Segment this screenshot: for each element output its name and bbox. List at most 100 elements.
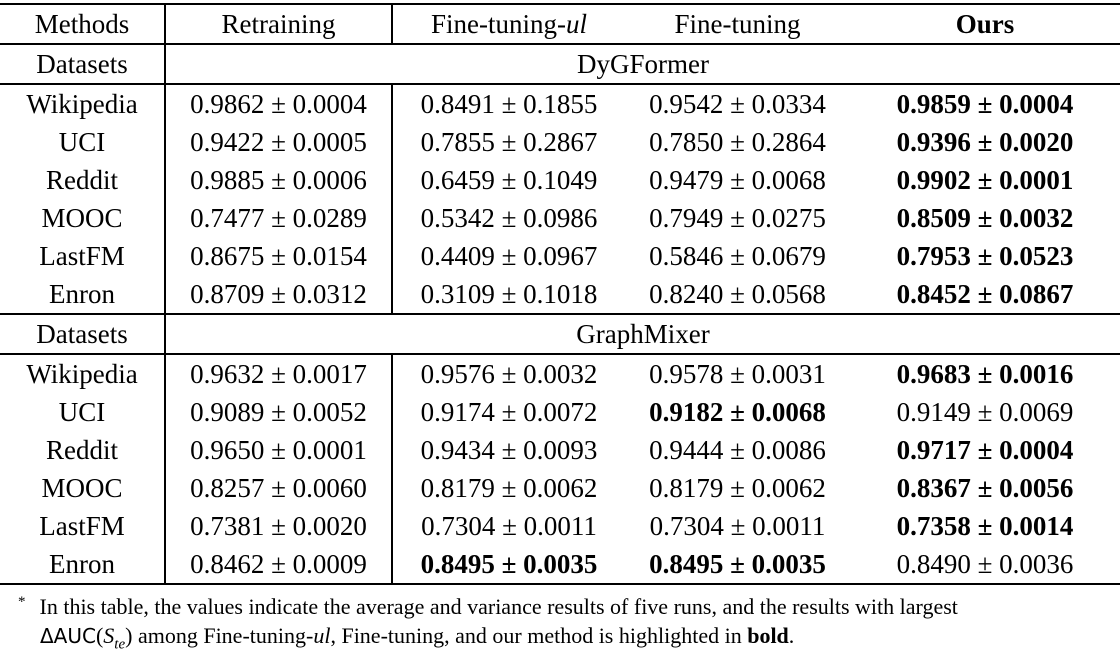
result-cell: 0.7953 ± 0.0523 xyxy=(896,241,1074,271)
result-cell: 0.6459 ± 0.1049 xyxy=(420,165,598,195)
result-cell: 0.9444 ± 0.0086 xyxy=(649,435,826,465)
table-row: Reddit 0.9885 ± 0.0006 0.6459 ± 0.1049 0.94… xyxy=(0,161,1120,199)
result-cell: 0.3109 ± 0.1018 xyxy=(420,279,598,309)
footnote-text-2a: among Fine-tuning- xyxy=(132,623,314,648)
delta-auc-symbol: ΔAUC xyxy=(40,624,96,648)
s-subscript: te xyxy=(114,636,126,653)
result-cell: 0.9859 ± 0.0004 xyxy=(896,89,1074,119)
s-variable: S xyxy=(103,623,115,648)
model-name-graphmixer: GraphMixer xyxy=(165,313,1120,355)
table-row: Wikipedia 0.9632 ± 0.0017 0.9576 ± 0.0032 0… xyxy=(0,354,1120,393)
result-cell: 0.9174 ± 0.0072 xyxy=(420,397,598,427)
result-cell: 0.8179 ± 0.0062 xyxy=(649,473,826,503)
result-cell: 0.9650 ± 0.0001 xyxy=(165,431,393,469)
section-header-row-graphmixer: Datasets GraphMixer xyxy=(0,313,1120,355)
dataset-name: Reddit xyxy=(0,431,166,469)
result-cell: 0.8179 ± 0.0062 xyxy=(420,473,598,503)
result-cell: 0.9396 ± 0.0020 xyxy=(896,127,1074,157)
table-row: Wikipedia 0.9862 ± 0.0004 0.8491 ± 0.1855 0… xyxy=(0,84,1120,123)
dataset-name: LastFM xyxy=(0,237,166,275)
graphmixer-rows: Wikipedia 0.9632 ± 0.0017 0.9576 ± 0.0032 0… xyxy=(0,354,1120,584)
result-cell: 0.8675 ± 0.0154 xyxy=(165,237,393,275)
dataset-name: Reddit xyxy=(0,161,166,199)
result-cell: 0.8495 ± 0.0035 xyxy=(649,549,826,579)
header-row: Methods Retraining Fine-tuning-ul Fine-t… xyxy=(0,4,1120,45)
footnote-text-1: In this table, the values indicate the a… xyxy=(39,594,958,619)
table-row: Enron 0.8709 ± 0.0312 0.3109 ± 0.1018 0.824… xyxy=(0,275,1120,314)
methods-header: Methods xyxy=(0,4,166,45)
result-cell: 0.8240 ± 0.0568 xyxy=(649,279,826,309)
result-cell: 0.9717 ± 0.0004 xyxy=(896,435,1074,465)
fine-tuning-ul-prefix: Fine-tuning- xyxy=(430,9,566,39)
table-row: MOOC 0.7477 ± 0.0289 0.5342 ± 0.0986 0.7949… xyxy=(0,199,1120,237)
result-cell: 0.9089 ± 0.0052 xyxy=(165,393,393,431)
result-cell: 0.7855 ± 0.2867 xyxy=(420,127,598,157)
result-cell: 0.5342 ± 0.0986 xyxy=(420,203,598,233)
results-table: Methods Retraining Fine-tuning-ul Fine-t… xyxy=(0,3,1120,585)
paren-open: ( xyxy=(95,623,104,648)
result-cell: 0.8257 ± 0.0060 xyxy=(165,469,393,507)
dataset-name: UCI xyxy=(0,393,166,431)
dataset-name: MOOC xyxy=(0,469,166,507)
datasets-label: Datasets xyxy=(0,313,166,355)
footnote-bold-word: bold xyxy=(747,623,789,648)
result-cell: 0.9182 ± 0.0068 xyxy=(649,397,826,427)
paren-close: ) xyxy=(125,623,133,648)
result-cell: 0.9479 ± 0.0068 xyxy=(649,165,826,195)
dataset-name: Wikipedia xyxy=(0,84,166,123)
result-cell: 0.5846 ± 0.0679 xyxy=(649,241,826,271)
result-cell: 0.8495 ± 0.0035 xyxy=(420,549,598,579)
footnote-line-2: ΔAUC(Ste) among Fine-tuning-ul, Fine-tun… xyxy=(0,621,1120,659)
table-row: LastFM 0.7381 ± 0.0020 0.7304 ± 0.0011 0.73… xyxy=(0,507,1120,545)
table-row: MOOC 0.8257 ± 0.0060 0.8179 ± 0.0062 0.8179… xyxy=(0,469,1120,507)
result-cell: 0.9542 ± 0.0334 xyxy=(649,89,826,119)
result-cell: 0.7850 ± 0.2864 xyxy=(649,127,826,157)
result-cell: 0.9632 ± 0.0017 xyxy=(165,354,393,393)
table-row: UCI 0.9422 ± 0.0005 0.7855 ± 0.2867 0.7850 … xyxy=(0,123,1120,161)
col-header-retraining: Retraining xyxy=(165,4,393,45)
result-cell: 0.7949 ± 0.0275 xyxy=(649,203,826,233)
result-cell: 0.8509 ± 0.0032 xyxy=(896,203,1074,233)
footnote-period: . xyxy=(788,623,795,648)
result-cell: 0.9422 ± 0.0005 xyxy=(165,123,393,161)
result-cell: 0.9862 ± 0.0004 xyxy=(165,84,393,123)
result-cell: 0.7358 ± 0.0014 xyxy=(896,511,1074,541)
result-cell: 0.8490 ± 0.0036 xyxy=(896,549,1074,579)
footnote-ul-italic: ul xyxy=(313,623,331,648)
dataset-name: Enron xyxy=(0,545,166,584)
table-row: Reddit 0.9650 ± 0.0001 0.9434 ± 0.0093 0.94… xyxy=(0,431,1120,469)
table-row: LastFM 0.8675 ± 0.0154 0.4409 ± 0.0967 0.58… xyxy=(0,237,1120,275)
model-name-dygformer: DyGFormer xyxy=(165,43,1120,85)
col-header-fine-tuning: Fine-tuning xyxy=(625,4,850,45)
result-cell: 0.9902 ± 0.0001 xyxy=(896,165,1074,195)
result-cell: 0.9683 ± 0.0016 xyxy=(896,359,1074,389)
result-cell: 0.7304 ± 0.0011 xyxy=(421,511,597,541)
dataset-name: Enron xyxy=(0,275,166,314)
result-cell: 0.9885 ± 0.0006 xyxy=(165,161,393,199)
result-cell: 0.8367 ± 0.0056 xyxy=(896,473,1074,503)
section-header-row-dygformer: Datasets DyGFormer xyxy=(0,43,1120,85)
result-cell: 0.7477 ± 0.0289 xyxy=(165,199,393,237)
result-cell: 0.4409 ± 0.0967 xyxy=(420,241,598,271)
footnote-line-1: * In this table, the values indicate the … xyxy=(18,593,958,619)
result-cell: 0.8491 ± 0.1855 xyxy=(420,89,598,119)
result-cell: 0.8709 ± 0.0312 xyxy=(165,275,393,314)
datasets-label: Datasets xyxy=(0,43,166,85)
result-cell: 0.9149 ± 0.0069 xyxy=(896,397,1074,427)
result-cell: 0.8452 ± 0.0867 xyxy=(896,279,1074,309)
dygformer-rows: Wikipedia 0.9862 ± 0.0004 0.8491 ± 0.1855 0… xyxy=(0,84,1120,314)
col-header-ours: Ours xyxy=(850,4,1120,45)
table-footnote: * In this table, the values indicate the … xyxy=(0,592,1120,659)
result-cell: 0.9434 ± 0.0093 xyxy=(420,435,598,465)
dataset-name: Wikipedia xyxy=(0,354,166,393)
result-cell: 0.7381 ± 0.0020 xyxy=(165,507,393,545)
dataset-name: LastFM xyxy=(0,507,166,545)
dataset-name: MOOC xyxy=(0,199,166,237)
col-header-fine-tuning-ul: Fine-tuning-ul xyxy=(392,4,625,45)
table-row: Enron 0.8462 ± 0.0009 0.8495 ± 0.0035 0.849… xyxy=(0,545,1120,584)
result-cell: 0.9576 ± 0.0032 xyxy=(420,359,598,389)
result-cell: 0.8462 ± 0.0009 xyxy=(165,545,393,584)
fine-tuning-ul-suffix: ul xyxy=(565,9,587,39)
table-row: UCI 0.9089 ± 0.0052 0.9174 ± 0.0072 0.9182 … xyxy=(0,393,1120,431)
result-cell: 0.9578 ± 0.0031 xyxy=(649,359,826,389)
